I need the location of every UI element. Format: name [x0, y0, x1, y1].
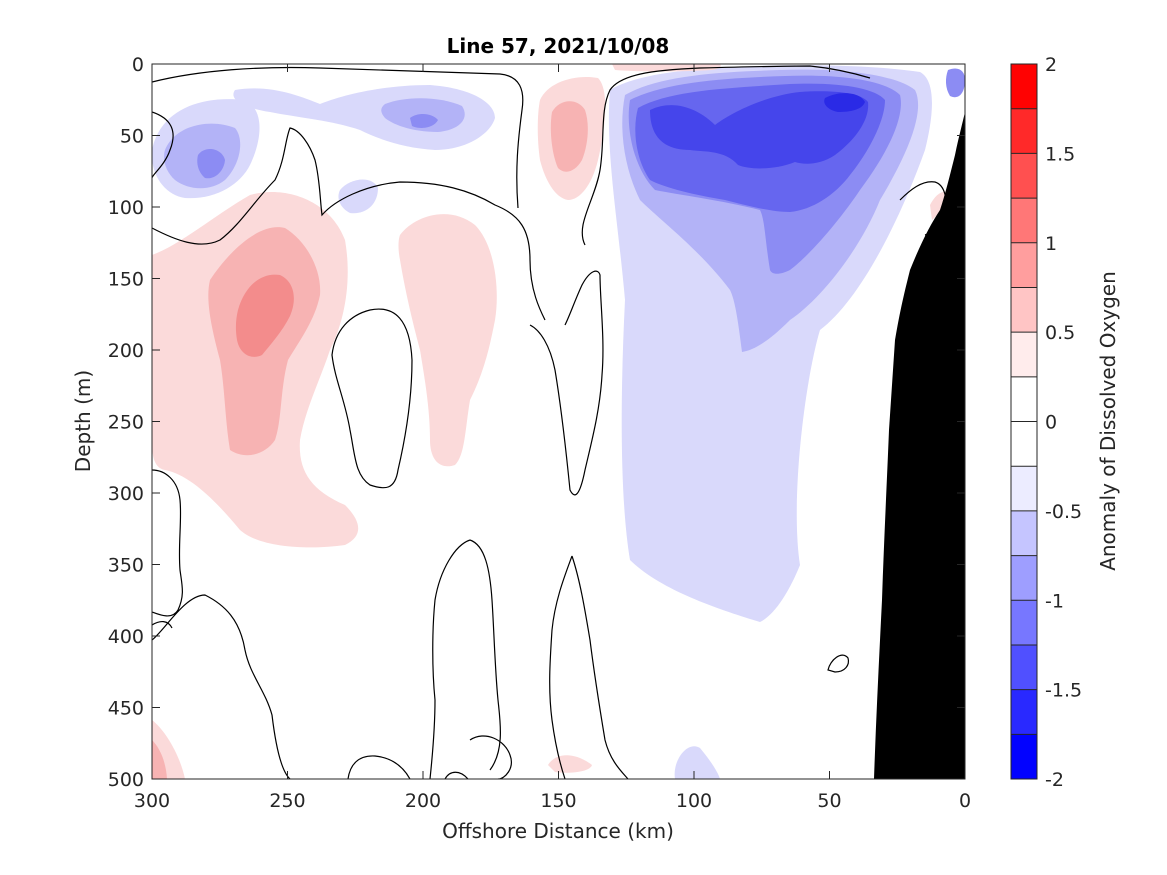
colorbar: [1011, 64, 1037, 780]
x-tick-label: 0: [959, 790, 971, 812]
colorbar-band: [1011, 198, 1037, 244]
y-tick-label: 100: [108, 197, 144, 219]
y-tick-label: 150: [108, 269, 144, 291]
y-tick-label: 50: [120, 126, 144, 148]
anomaly-region-high-bottom-left-2: [152, 740, 167, 779]
colorbar-tick-label: 1.5: [1045, 143, 1075, 165]
colorbar-band: [1011, 64, 1037, 110]
colorbar-tick-label: 0: [1045, 412, 1057, 434]
zero-contour-bottom-mid: [429, 539, 502, 779]
y-tick-label: 350: [108, 555, 144, 577]
zero-contour-mid-column: [581, 65, 871, 246]
anomaly-region-high-near-surface-2: [550, 101, 588, 172]
x-tick-label: 250: [269, 790, 305, 812]
zero-contour-bottom-right-loop: [469, 735, 512, 779]
y-tick-label: 300: [108, 483, 144, 505]
zero-contour-lower-left: [152, 469, 291, 779]
anomaly-region-low-shallow-mid-3: [410, 114, 438, 128]
colorbar-band: [1011, 466, 1037, 512]
colorbar-band: [1011, 734, 1037, 780]
y-tick-label: 200: [108, 340, 144, 362]
y-tick-label: 450: [108, 698, 144, 720]
zero-contour-bottom-loop: [347, 755, 469, 779]
x-tick-group: 300 250 200 150 100 50 0: [134, 64, 971, 812]
colorbar-tick-label: -1.5: [1045, 680, 1082, 702]
colorbar-band: [1011, 242, 1037, 288]
anomaly-region-high-mid: [398, 214, 497, 467]
anomaly-region-high-nearshore: [930, 191, 948, 220]
bathymetry-mask: [874, 112, 965, 779]
colorbar-tick-label: 2: [1045, 54, 1057, 76]
anomaly-region-low-small-surface: [945, 68, 965, 98]
colorbar-band: [1011, 287, 1037, 333]
contour-fill-layer: [152, 64, 965, 779]
x-tick-label: 50: [817, 790, 841, 812]
anomaly-region-low-nearshore-5: [650, 91, 869, 169]
zero-contour-lines: [152, 65, 947, 779]
colorbar-band: [1011, 644, 1037, 691]
colorbar-band: [1011, 332, 1037, 378]
zero-contour-inner-loop: [331, 308, 413, 489]
zero-contour-bottom-left-stub: [152, 621, 173, 629]
colorbar-tick-label: -0.5: [1045, 501, 1082, 523]
colorbar-tick-group: 2 1.5 1 0.5 0 -0.5 -1 -1.5 -2: [1045, 54, 1082, 791]
colorbar-band: [1011, 555, 1037, 601]
colorbar-tick-label: 0.5: [1045, 322, 1075, 344]
colorbar-band: [1011, 108, 1037, 154]
y-tick-label: 400: [108, 626, 144, 648]
colorbar-band: [1011, 421, 1037, 467]
colorbar-band: [1011, 689, 1037, 735]
colorbar-tick-label: -2: [1045, 769, 1064, 791]
colorbar-tick-label: 1: [1045, 233, 1057, 255]
colorbar-band: [1011, 510, 1037, 557]
zero-contour-surface-left: [152, 66, 524, 209]
colorbar-tick-label: -1: [1045, 590, 1064, 612]
y-axis-title: Depth (m): [71, 370, 95, 472]
colorbar-band: [1011, 376, 1037, 422]
y-tick-label: 250: [108, 412, 144, 434]
x-axis-title: Offshore Distance (km): [442, 819, 674, 843]
colorbar-frame: [1010, 63, 1038, 780]
y-tick-group: 0 50 100 150 200 250 300 350 400 450 500: [108, 54, 965, 791]
x-tick-label: 300: [134, 790, 170, 812]
colorbar-band: [1011, 600, 1037, 646]
x-tick-label: 100: [676, 790, 712, 812]
x-tick-label: 150: [540, 790, 576, 812]
zero-contour-lower-mid: [549, 555, 629, 779]
zero-contour-offshore-loop: [152, 111, 546, 321]
x-tick-label: 200: [405, 790, 441, 812]
anomaly-region-high-offshore-3: [235, 274, 294, 357]
zero-contour-small-loop-right: [827, 654, 850, 673]
y-tick-label: 500: [108, 769, 144, 791]
chart-title: Line 57, 2021/10/08: [447, 34, 670, 58]
anomaly-region-low-nearshore-6: [824, 93, 865, 112]
anomaly-region-low-offshore-3: [197, 148, 225, 179]
y-tick-label: 0: [132, 54, 144, 76]
colorbar-band: [1011, 153, 1037, 199]
zero-contour-column-center: [529, 270, 604, 496]
anomaly-region-low-small-bottom: [674, 746, 720, 779]
colorbar-title: Anomaly of Dissolved Oxygen: [1096, 271, 1120, 571]
